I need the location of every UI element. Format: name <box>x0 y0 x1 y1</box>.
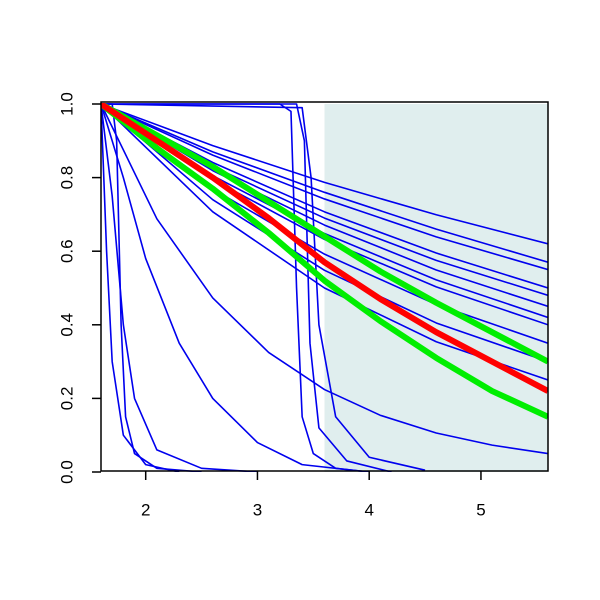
curve <box>101 103 258 472</box>
curve <box>101 103 548 420</box>
curve <box>101 103 180 472</box>
y-tick-label: 0.8 <box>57 166 76 190</box>
plot-area <box>101 103 548 472</box>
x-tick-label: 3 <box>253 500 262 519</box>
y-tick-label: 0.2 <box>57 387 76 411</box>
y-tick-label: 0.4 <box>57 313 76 337</box>
y-tick-label: 0.0 <box>57 460 76 484</box>
x-tick-label: 4 <box>364 500 373 519</box>
y-tick-label: 1.0 <box>57 92 76 116</box>
curve <box>101 103 370 472</box>
curve <box>101 103 548 264</box>
x-tick-label: 5 <box>476 500 485 519</box>
curve <box>101 103 370 472</box>
curve <box>101 103 392 472</box>
y-tick-label: 0.6 <box>57 239 76 263</box>
curve <box>101 103 426 471</box>
curve <box>101 103 548 455</box>
plot-frame <box>100 101 549 472</box>
x-tick-label: 2 <box>141 500 150 519</box>
curve <box>101 103 548 363</box>
curve <box>101 103 548 245</box>
shaded-region <box>324 104 548 472</box>
curve <box>101 103 548 394</box>
curve <box>101 103 548 271</box>
curve <box>101 103 548 365</box>
